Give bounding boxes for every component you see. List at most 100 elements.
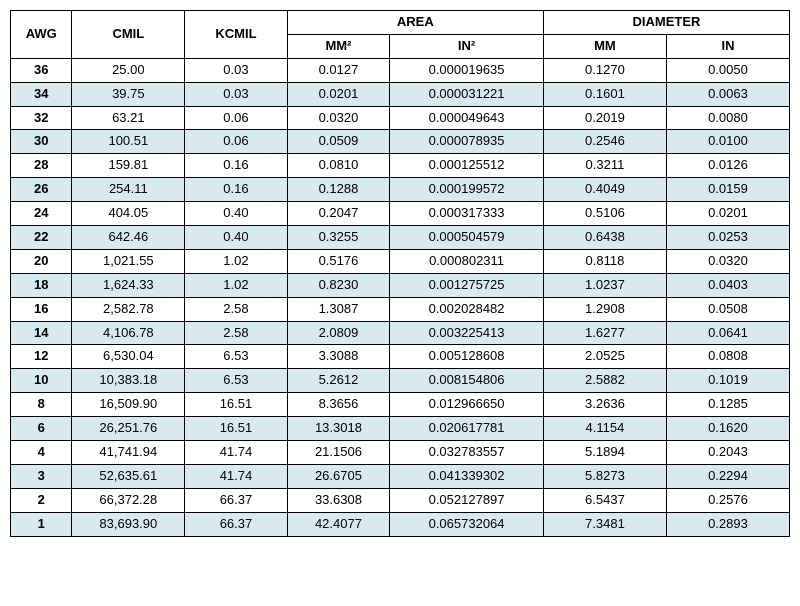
cell-dia-in: 0.0100 (666, 130, 789, 154)
cell-kcmil: 41.74 (185, 464, 287, 488)
cell-area-in2: 0.003225413 (390, 321, 544, 345)
table-row: 28159.810.160.08100.0001255120.32110.012… (11, 154, 790, 178)
cell-dia-in: 0.1285 (666, 393, 789, 417)
table-row: 3263.210.060.03200.0000496430.20190.0080 (11, 106, 790, 130)
cell-area-in2: 0.000802311 (390, 249, 544, 273)
cell-kcmil: 41.74 (185, 441, 287, 465)
cell-kcmil: 1.02 (185, 273, 287, 297)
cell-dia-in: 0.0253 (666, 226, 789, 250)
table-row: 181,624.331.020.82300.0012757251.02370.0… (11, 273, 790, 297)
cell-area-mm2: 0.8230 (287, 273, 389, 297)
cell-dia-in: 0.0126 (666, 154, 789, 178)
cell-area-in2: 0.000049643 (390, 106, 544, 130)
cell-dia-mm: 7.3481 (543, 512, 666, 536)
cell-cmil: 52,635.61 (72, 464, 185, 488)
cell-kcmil: 0.06 (185, 106, 287, 130)
table-head: AWG CMIL KCMIL AREA DIAMETER MM² IN² MM … (11, 11, 790, 59)
cell-dia-mm: 0.2019 (543, 106, 666, 130)
cell-dia-in: 0.0808 (666, 345, 789, 369)
cell-dia-in: 0.2576 (666, 488, 789, 512)
cell-cmil: 6,530.04 (72, 345, 185, 369)
cell-area-in2: 0.008154806 (390, 369, 544, 393)
cell-cmil: 25.00 (72, 58, 185, 82)
cell-dia-in: 0.0403 (666, 273, 789, 297)
cell-dia-mm: 1.2908 (543, 297, 666, 321)
cell-area-mm2: 0.5176 (287, 249, 389, 273)
cell-area-mm2: 21.1506 (287, 441, 389, 465)
cell-area-mm2: 33.6308 (287, 488, 389, 512)
cell-cmil: 39.75 (72, 82, 185, 106)
table-row: 144,106.782.582.08090.0032254131.62770.0… (11, 321, 790, 345)
cell-dia-in: 0.2043 (666, 441, 789, 465)
header-kcmil: KCMIL (185, 11, 287, 59)
cell-area-mm2: 1.3087 (287, 297, 389, 321)
cell-awg: 34 (11, 82, 72, 106)
cell-area-mm2: 0.3255 (287, 226, 389, 250)
table-row: 3625.000.030.01270.0000196350.12700.0050 (11, 58, 790, 82)
cell-cmil: 83,693.90 (72, 512, 185, 536)
table-row: 3439.750.030.02010.0000312210.16010.0063 (11, 82, 790, 106)
table-row: 816,509.9016.518.36560.0129666503.26360.… (11, 393, 790, 417)
cell-area-in2: 0.041339302 (390, 464, 544, 488)
cell-dia-in: 0.1019 (666, 369, 789, 393)
cell-kcmil: 0.40 (185, 202, 287, 226)
table-row: 441,741.9441.7421.15060.0327835575.18940… (11, 441, 790, 465)
cell-dia-mm: 6.5437 (543, 488, 666, 512)
cell-awg: 26 (11, 178, 72, 202)
cell-cmil: 159.81 (72, 154, 185, 178)
table-row: 266,372.2866.3733.63080.0521278976.54370… (11, 488, 790, 512)
cell-dia-mm: 0.1270 (543, 58, 666, 82)
cell-area-mm2: 0.0127 (287, 58, 389, 82)
cell-area-mm2: 0.1288 (287, 178, 389, 202)
header-cmil: CMIL (72, 11, 185, 59)
cell-awg: 22 (11, 226, 72, 250)
cell-awg: 36 (11, 58, 72, 82)
cell-awg: 24 (11, 202, 72, 226)
cell-awg: 6 (11, 417, 72, 441)
table-row: 201,021.551.020.51760.0008023110.81180.0… (11, 249, 790, 273)
cell-cmil: 100.51 (72, 130, 185, 154)
cell-awg: 2 (11, 488, 72, 512)
header-awg: AWG (11, 11, 72, 59)
cell-cmil: 26,251.76 (72, 417, 185, 441)
cell-area-in2: 0.052127897 (390, 488, 544, 512)
header-area-mm2: MM² (287, 34, 389, 58)
cell-area-in2: 0.000199572 (390, 178, 544, 202)
cell-dia-mm: 1.0237 (543, 273, 666, 297)
cell-awg: 16 (11, 297, 72, 321)
cell-kcmil: 0.16 (185, 178, 287, 202)
cell-area-in2: 0.065732064 (390, 512, 544, 536)
cell-area-mm2: 42.4077 (287, 512, 389, 536)
cell-area-mm2: 0.0201 (287, 82, 389, 106)
cell-awg: 18 (11, 273, 72, 297)
header-dia-mm: MM (543, 34, 666, 58)
table-row: 30100.510.060.05090.0000789350.25460.010… (11, 130, 790, 154)
table-row: 26254.110.160.12880.0001995720.40490.015… (11, 178, 790, 202)
cell-dia-in: 0.0063 (666, 82, 789, 106)
cell-area-in2: 0.000317333 (390, 202, 544, 226)
cell-awg: 28 (11, 154, 72, 178)
table-row: 162,582.782.581.30870.0020284821.29080.0… (11, 297, 790, 321)
cell-dia-mm: 0.1601 (543, 82, 666, 106)
cell-awg: 10 (11, 369, 72, 393)
table-row: 183,693.9066.3742.40770.0657320647.34810… (11, 512, 790, 536)
cell-awg: 14 (11, 321, 72, 345)
cell-kcmil: 16.51 (185, 393, 287, 417)
cell-area-in2: 0.032783557 (390, 441, 544, 465)
cell-area-mm2: 3.3088 (287, 345, 389, 369)
cell-area-in2: 0.000031221 (390, 82, 544, 106)
cell-dia-mm: 5.8273 (543, 464, 666, 488)
cell-kcmil: 6.53 (185, 369, 287, 393)
cell-kcmil: 0.16 (185, 154, 287, 178)
cell-kcmil: 2.58 (185, 297, 287, 321)
table-row: 126,530.046.533.30880.0051286082.05250.0… (11, 345, 790, 369)
cell-awg: 20 (11, 249, 72, 273)
cell-dia-in: 0.0641 (666, 321, 789, 345)
table-row: 24404.050.400.20470.0003173330.51060.020… (11, 202, 790, 226)
cell-area-in2: 0.012966650 (390, 393, 544, 417)
cell-kcmil: 66.37 (185, 488, 287, 512)
cell-dia-in: 0.0508 (666, 297, 789, 321)
cell-area-mm2: 26.6705 (287, 464, 389, 488)
cell-awg: 30 (11, 130, 72, 154)
cell-dia-mm: 5.1894 (543, 441, 666, 465)
